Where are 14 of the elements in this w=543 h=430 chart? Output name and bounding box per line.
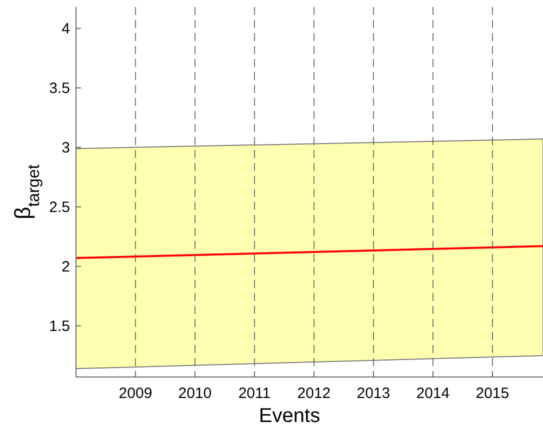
x-axis-title: Events — [258, 405, 320, 427]
y-tick-label: 2.5 — [49, 199, 70, 216]
x-tick-label: 2012 — [297, 385, 331, 402]
x-tick-label: 2010 — [178, 385, 212, 402]
x-tick-label: 2013 — [356, 385, 390, 402]
y-tick-label: 2 — [62, 258, 70, 276]
x-tick-label: 2009 — [118, 385, 152, 402]
y-tick-label: 3 — [62, 140, 70, 157]
y-tick-label: 1.5 — [49, 318, 70, 336]
x-tick-label: 2015 — [476, 385, 510, 402]
x-tick-label: 2011 — [238, 385, 271, 402]
y-tick-label: 4 — [62, 20, 70, 38]
y-tick-label: 3.5 — [49, 80, 70, 98]
x-tick-label: 2014 — [416, 385, 450, 402]
